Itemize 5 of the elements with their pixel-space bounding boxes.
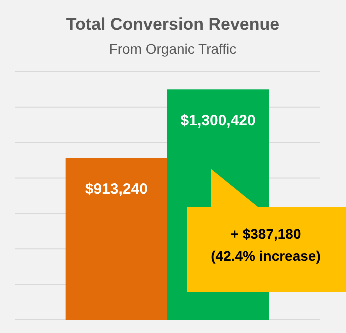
data-label: $1,300,420 bbox=[180, 112, 256, 130]
chart-title: Total Conversion Revenue bbox=[66, 15, 280, 34]
chart-subtitle: From Organic Traffic bbox=[109, 41, 237, 57]
data-label: $913,240 bbox=[85, 181, 148, 198]
annotation: + $387,180 (42.4% increase) bbox=[211, 226, 321, 264]
